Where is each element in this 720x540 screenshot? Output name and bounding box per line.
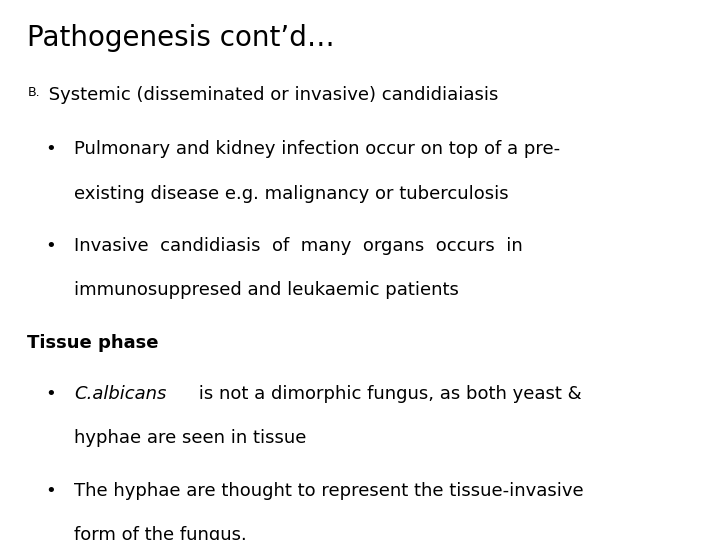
Text: Systemic (disseminated or invasive) candidiaiasis: Systemic (disseminated or invasive) cand… bbox=[43, 86, 498, 104]
Text: •: • bbox=[45, 482, 56, 500]
Text: form of the fungus.: form of the fungus. bbox=[74, 526, 247, 540]
Text: •: • bbox=[45, 385, 56, 403]
Text: Pathogenesis cont’d…: Pathogenesis cont’d… bbox=[27, 24, 335, 52]
Text: Invasive  candidiasis  of  many  organs  occurs  in: Invasive candidiasis of many organs occu… bbox=[74, 237, 523, 255]
Text: Tissue phase: Tissue phase bbox=[27, 334, 159, 352]
Text: •: • bbox=[45, 140, 56, 158]
Text: C.albicans: C.albicans bbox=[74, 385, 166, 403]
Text: B.: B. bbox=[27, 86, 40, 99]
Text: immunosuppresed and leukaemic patients: immunosuppresed and leukaemic patients bbox=[74, 281, 459, 299]
Text: existing disease e.g. malignancy or tuberculosis: existing disease e.g. malignancy or tube… bbox=[74, 185, 509, 202]
Text: is not a dimorphic fungus, as both yeast &: is not a dimorphic fungus, as both yeast… bbox=[194, 385, 582, 403]
Text: The hyphae are thought to represent the tissue-invasive: The hyphae are thought to represent the … bbox=[74, 482, 584, 500]
Text: •: • bbox=[45, 237, 56, 255]
Text: Pulmonary and kidney infection occur on top of a pre-: Pulmonary and kidney infection occur on … bbox=[74, 140, 560, 158]
Text: hyphae are seen in tissue: hyphae are seen in tissue bbox=[74, 429, 307, 447]
